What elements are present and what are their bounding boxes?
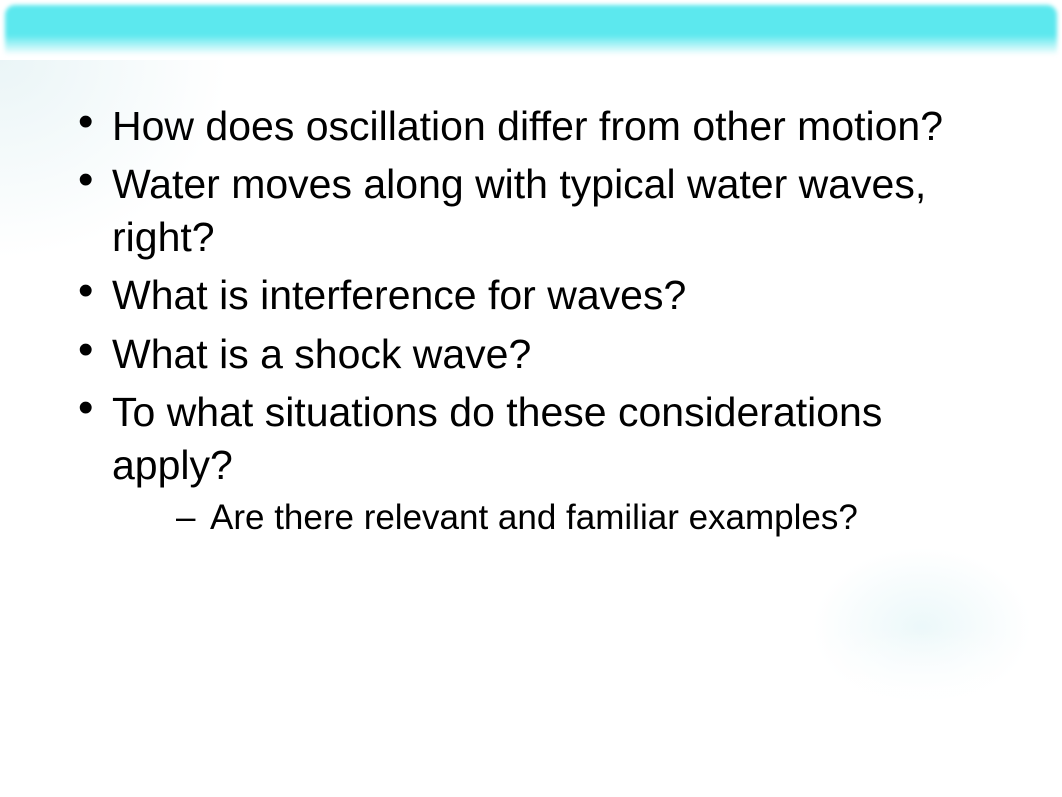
bullet-item: What is a shock wave?: [60, 328, 1002, 380]
sub-bullet-text: Are there relevant and familiar examples…: [210, 498, 858, 537]
header-band: [5, 5, 1057, 55]
bullet-item: How does oscillation differ from other m…: [60, 100, 1002, 152]
bottom-fade-overlay: [0, 627, 1062, 797]
bullet-text: Water moves along with typical water wav…: [112, 161, 926, 259]
bullet-item: What is interference for waves?: [60, 269, 1002, 321]
sub-bullet-list: Are there relevant and familiar examples…: [112, 495, 1002, 541]
bullet-item: Water moves along with typical water wav…: [60, 158, 1002, 263]
bullet-text: How does oscillation differ from other m…: [112, 103, 943, 149]
bullet-text: To what situations do these consideratio…: [112, 389, 882, 487]
sub-bullet-item: Are there relevant and familiar examples…: [112, 495, 1002, 541]
bullet-text: What is interference for waves?: [112, 272, 686, 318]
slide-content: How does oscillation differ from other m…: [60, 100, 1002, 547]
bullet-text: What is a shock wave?: [112, 331, 531, 377]
slide: How does oscillation differ from other m…: [0, 0, 1062, 797]
bullet-list: How does oscillation differ from other m…: [60, 100, 1002, 541]
corner-glow-decoration: [812, 547, 1032, 707]
bullet-item: To what situations do these consideratio…: [60, 386, 1002, 540]
